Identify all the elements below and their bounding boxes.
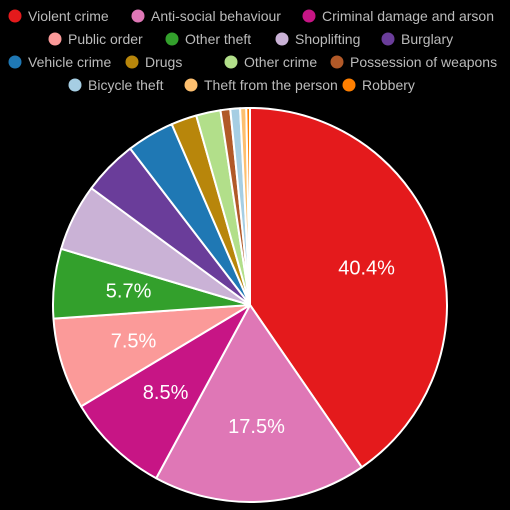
- legend-item-possession-of-weapons[interactable]: Possession of weapons: [330, 54, 498, 70]
- slice-anti-social-behaviour[interactable]: [155, 304, 363, 503]
- legend-swatch: [68, 78, 82, 92]
- legend-item-bicycle-theft[interactable]: Bicycle theft: [68, 77, 164, 93]
- legend-label: Drugs: [145, 54, 182, 70]
- legend-item-criminal-damage-and-arson[interactable]: Criminal damage and arson: [302, 8, 494, 24]
- legend-label: Shoplifting: [295, 31, 360, 47]
- legend-swatch: [330, 55, 344, 69]
- legend-item-other-theft[interactable]: Other theft: [165, 31, 252, 47]
- slice-label-public-order: 7.5%: [111, 331, 157, 353]
- legend-swatch: [381, 32, 395, 46]
- legend-item-shoplifting[interactable]: Shoplifting: [275, 31, 361, 47]
- chart-legend: Violent crime Anti-social behaviour Crimin…: [8, 8, 498, 93]
- legend-swatch: [8, 9, 22, 23]
- slice-labels: 40.4% 17.5% 8.5% 7.5% 5.7%: [106, 258, 395, 438]
- legend-label: Violent crime: [28, 8, 109, 24]
- slice-criminal-damage-and-arson[interactable]: [80, 304, 251, 480]
- legend-swatch: [302, 9, 316, 23]
- slice-label-criminal-damage-and-arson: 8.5%: [143, 382, 189, 404]
- legend-label: Robbery: [362, 77, 415, 93]
- slice-violent-crime[interactable]: [249, 107, 448, 469]
- legend-swatch: [342, 78, 356, 92]
- slice-robbery[interactable]: [245, 106, 251, 306]
- legend-swatch: [224, 55, 238, 69]
- legend-label: Burglary: [401, 31, 453, 47]
- slice-label-anti-social-behaviour: 17.5%: [228, 416, 285, 438]
- legend-label: Theft from the person: [204, 77, 338, 93]
- slice-label-other-theft: 5.7%: [106, 281, 152, 303]
- legend-swatch: [184, 78, 198, 92]
- legend-item-burglary[interactable]: Burglary: [381, 31, 454, 47]
- legend-item-public-order[interactable]: Public order: [48, 31, 144, 47]
- legend-item-other-crime[interactable]: Other crime: [224, 54, 318, 70]
- legend-swatch: [125, 55, 139, 69]
- slice-label-violent-crime: 40.4%: [338, 258, 395, 280]
- legend-item-theft-from-the-person[interactable]: Theft from the person: [184, 77, 338, 93]
- legend-swatch: [275, 32, 289, 46]
- legend-item-anti-social-behaviour[interactable]: Anti-social behaviour: [131, 8, 282, 24]
- legend-label: Bicycle theft: [88, 77, 164, 93]
- legend-label: Possession of weapons: [350, 54, 497, 70]
- legend-item-robbery[interactable]: Robbery: [342, 77, 415, 93]
- legend-label: Anti-social behaviour: [151, 8, 281, 24]
- legend-label: Criminal damage and arson: [322, 8, 494, 24]
- legend-label: Vehicle crime: [28, 54, 111, 70]
- legend-label: Other theft: [185, 31, 251, 47]
- legend-swatch: [8, 55, 22, 69]
- legend-label: Public order: [68, 31, 143, 47]
- legend-swatch: [48, 32, 62, 46]
- pie-slices: [52, 106, 448, 503]
- legend-swatch: [131, 9, 145, 23]
- legend-item-vehicle-crime[interactable]: Vehicle crime: [8, 54, 112, 70]
- legend-swatch: [165, 32, 179, 46]
- legend-label: Other crime: [244, 54, 317, 70]
- legend-item-violent-crime[interactable]: Violent crime: [8, 8, 109, 24]
- legend-item-drugs[interactable]: Drugs: [125, 54, 183, 70]
